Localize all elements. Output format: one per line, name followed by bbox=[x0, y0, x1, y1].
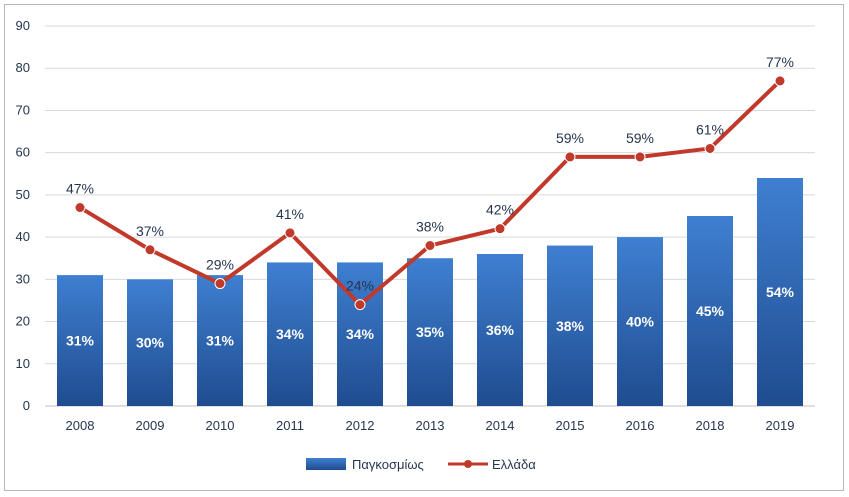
y-tick-label: 60 bbox=[16, 145, 30, 160]
line-value-label: 41% bbox=[276, 206, 304, 222]
bar bbox=[687, 216, 733, 406]
line-point bbox=[74, 202, 86, 214]
x-tick-label: 2010 bbox=[206, 418, 235, 433]
x-tick-label: 2015 bbox=[556, 418, 585, 433]
y-tick-label: 40 bbox=[16, 229, 30, 244]
y-tick-label: 10 bbox=[16, 356, 30, 371]
line-point bbox=[564, 151, 576, 163]
line-value-label: 47% bbox=[66, 181, 94, 197]
bar bbox=[407, 258, 453, 406]
line-point bbox=[774, 75, 786, 87]
line-value-label: 61% bbox=[696, 121, 724, 137]
line-value-label: 29% bbox=[206, 257, 234, 273]
x-tick-label: 2013 bbox=[416, 418, 445, 433]
bar bbox=[617, 237, 663, 406]
bar-value-label: 31% bbox=[66, 333, 95, 349]
legend-label-bar: Παγκοσμίως bbox=[352, 457, 424, 472]
x-tick-label: 2011 bbox=[276, 418, 304, 433]
line-point bbox=[424, 240, 436, 252]
bar-value-label: 34% bbox=[276, 326, 305, 342]
bar bbox=[757, 178, 803, 406]
line-point bbox=[634, 151, 646, 163]
line-point bbox=[494, 223, 506, 235]
line-point bbox=[214, 278, 226, 290]
bar-value-label: 36% bbox=[486, 322, 515, 338]
bar bbox=[57, 275, 103, 406]
bar bbox=[477, 254, 523, 406]
bar bbox=[547, 245, 593, 406]
y-tick-label: 50 bbox=[16, 187, 30, 202]
line-value-label: 38% bbox=[416, 219, 444, 235]
y-tick-label: 90 bbox=[16, 18, 30, 33]
line-value-label: 37% bbox=[136, 223, 164, 239]
bar-value-label: 35% bbox=[416, 324, 445, 340]
legend-swatch-bar bbox=[306, 458, 346, 470]
x-tick-label: 2008 bbox=[66, 418, 95, 433]
y-tick-label: 30 bbox=[16, 271, 30, 286]
y-tick-label: 70 bbox=[16, 102, 30, 117]
line-point bbox=[704, 142, 716, 154]
x-tick-label: 2014 bbox=[486, 418, 515, 433]
line-value-label: 59% bbox=[626, 130, 654, 146]
line-point bbox=[354, 299, 366, 311]
bar bbox=[127, 279, 173, 406]
bar-value-label: 40% bbox=[626, 314, 655, 330]
line-value-label: 24% bbox=[346, 278, 374, 294]
x-tick-label: 2012 bbox=[346, 418, 375, 433]
x-tick-label: 2009 bbox=[136, 418, 165, 433]
line-value-label: 42% bbox=[486, 202, 514, 218]
line-value-label: 77% bbox=[766, 54, 794, 70]
bar-value-label: 45% bbox=[696, 303, 725, 319]
legend-swatch-marker bbox=[464, 460, 472, 468]
bar-value-label: 38% bbox=[556, 318, 585, 334]
y-tick-label: 0 bbox=[23, 398, 30, 413]
bar bbox=[267, 262, 313, 406]
bar-value-label: 54% bbox=[766, 284, 795, 300]
bar bbox=[197, 275, 243, 406]
line-value-label: 59% bbox=[556, 130, 584, 146]
y-tick-label: 80 bbox=[16, 60, 30, 75]
x-tick-label: 2016 bbox=[626, 418, 655, 433]
bar-value-label: 31% bbox=[206, 333, 235, 349]
y-tick-label: 20 bbox=[16, 314, 30, 329]
bar-value-label: 30% bbox=[136, 335, 165, 351]
x-tick-label: 2019 bbox=[766, 418, 795, 433]
bar-value-label: 34% bbox=[346, 326, 375, 342]
x-tick-label: 2018 bbox=[696, 418, 725, 433]
legend-label-line: Ελλάδα bbox=[492, 457, 536, 472]
line-point bbox=[284, 227, 296, 239]
line-point bbox=[144, 244, 156, 256]
